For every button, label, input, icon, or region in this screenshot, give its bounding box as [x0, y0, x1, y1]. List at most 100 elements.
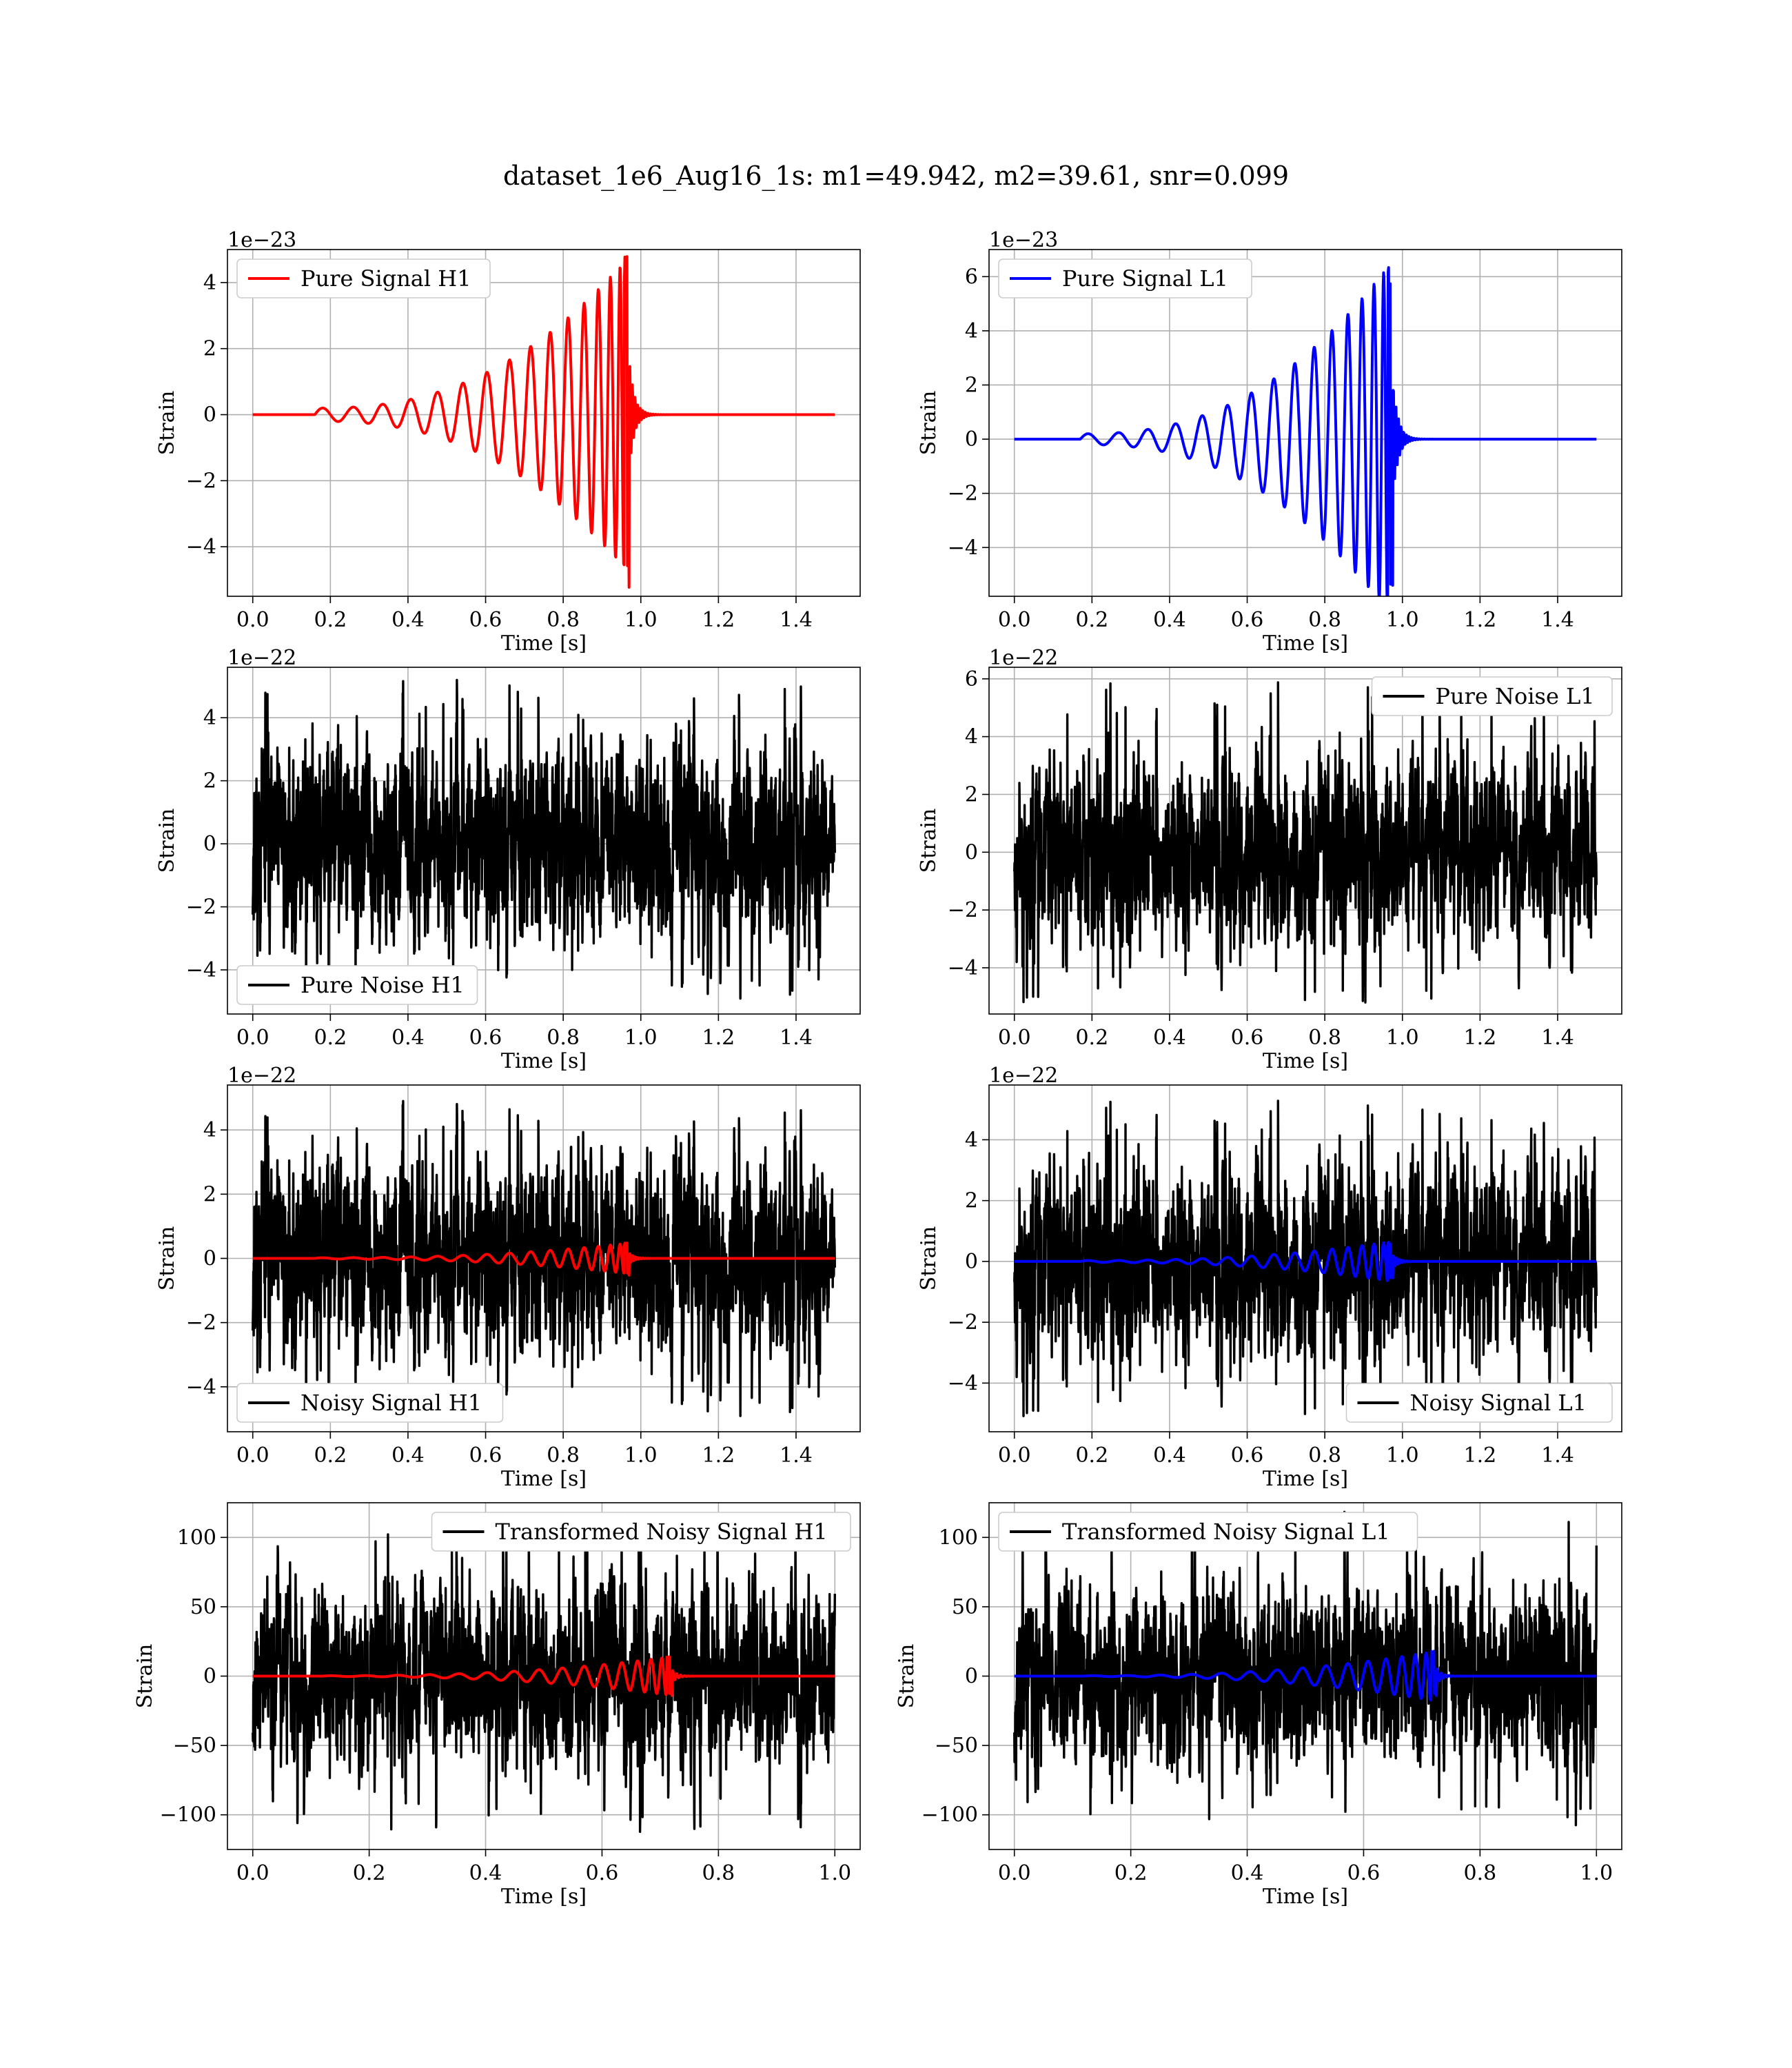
x-tick-label: 0.6 [1231, 1443, 1264, 1468]
y-tick-label: −50 [173, 1734, 216, 1758]
y-tick-label: 6 [965, 667, 978, 691]
subplot-pure-noise-h1: 0.0 0.2 0.4 0.6 0.8 1.0 1.2 1.4 −4 −2 0 2 4 Time [s] S… [155, 646, 861, 1073]
y-axis-label: Strain [133, 1644, 157, 1709]
subplot-grid: 0.0 0.2 0.4 0.6 0.8 1.0 1.2 1.4 −4 −2 0 2 4 Time [s] S… [133, 228, 1622, 1909]
y-axis-label: Strain [917, 391, 941, 456]
x-tick-label: 0.6 [469, 1026, 502, 1050]
x-tick-label: 0.4 [391, 1026, 425, 1050]
legend: Noisy Signal L1 [1345, 1383, 1613, 1423]
y-tick-label: 0 [965, 427, 978, 452]
legend-box [1371, 676, 1613, 716]
legend-label: Transformed Noisy Signal L1 [1062, 1519, 1390, 1545]
x-tick-label: 0.2 [314, 608, 347, 632]
legend: Pure Noise H1 [236, 965, 478, 1005]
y-axis-label: Strain [155, 1226, 179, 1291]
x-tick-label: 1.2 [1464, 608, 1497, 632]
x-tick-label: 1.2 [1464, 1443, 1497, 1468]
legend-box [236, 965, 478, 1005]
x-tick-label: 0.6 [469, 608, 502, 632]
y-tick-label: −100 [160, 1803, 216, 1827]
x-tick-label: 1.4 [1541, 608, 1574, 632]
series-line-transformed-noisy-signal-h1 [252, 1519, 836, 1833]
x-axis-label: Time [s] [501, 1049, 587, 1073]
y-tick-label: 4 [965, 725, 978, 749]
y-tick-label: 2 [203, 769, 216, 793]
y-tick-label: −2 [186, 1311, 216, 1335]
series-group [1013, 1510, 1598, 1827]
y-tick-label: −4 [186, 1375, 216, 1399]
legend-box [998, 258, 1252, 298]
series-group [1013, 1099, 1598, 1418]
subplot-pure-noise-l1: 0.0 0.2 0.4 0.6 0.8 1.0 1.2 1.4 −4 −2 0 2 4 6 Time [s]… [917, 646, 1622, 1073]
x-tick-label: 1.0 [818, 1861, 851, 1885]
x-tick-label: 0.4 [1153, 1443, 1186, 1468]
x-tick-label: 0.0 [236, 1026, 269, 1050]
axes-frame [227, 667, 861, 1015]
x-tick-label: 0.2 [1114, 1861, 1148, 1885]
subplot-transformed-noisy-signal-l1: 0.0 0.2 0.4 0.6 0.8 1.0 −100 −50 0 50 100 Time [s] S… [895, 1502, 1622, 1909]
y-tick-label: −2 [186, 895, 216, 920]
x-tick-label: 0.6 [1231, 1026, 1264, 1050]
axis-offset-text: 1e−22 [227, 1064, 296, 1088]
x-tick-label: 1.0 [1386, 1026, 1419, 1050]
x-axis-label: Time [s] [1263, 1467, 1348, 1491]
legend-box [998, 1512, 1418, 1552]
y-tick-label: 4 [203, 1118, 216, 1142]
x-tick-label: 0.2 [1075, 1026, 1108, 1050]
legend: Transformed Noisy Signal L1 [998, 1512, 1418, 1552]
axis-offset-text: 1e−22 [227, 646, 296, 670]
subplot-transformed-noisy-signal-h1: 0.0 0.2 0.4 0.6 0.8 1.0 −100 −50 0 50 100 Time [s] S… [133, 1502, 861, 1909]
series-group [252, 255, 836, 589]
legend-label: Transformed Noisy Signal H1 [496, 1519, 828, 1545]
y-tick-label: −2 [948, 482, 978, 506]
y-tick-label: 0 [203, 403, 216, 427]
series-line-pure-signal-h1 [252, 255, 836, 589]
legend-label: Pure Noise L1 [1436, 683, 1595, 709]
y-tick-label: 2 [203, 1182, 216, 1206]
x-tick-label: 1.2 [702, 1443, 735, 1468]
gridlines [989, 250, 1622, 596]
series-line-signal-overlay [1013, 1241, 1598, 1282]
x-tick-label: 1.4 [1541, 1026, 1574, 1050]
x-axis-label: Time [s] [501, 631, 587, 656]
x-tick-label: 0.0 [998, 608, 1031, 632]
series-group [252, 1519, 836, 1833]
y-tick-label: −4 [948, 956, 978, 980]
x-tick-label: 1.4 [1541, 1443, 1574, 1468]
y-tick-label: −2 [186, 469, 216, 493]
y-tick-label: 4 [203, 706, 216, 730]
y-tick-label: −4 [186, 958, 216, 982]
y-tick-label: 2 [965, 373, 978, 397]
x-tick-label: 1.0 [1386, 1443, 1419, 1468]
legend: Pure Signal H1 [236, 258, 491, 298]
y-tick-label: 100 [177, 1525, 216, 1550]
y-tick-label: −100 [922, 1803, 978, 1827]
x-tick-label: 0.4 [1231, 1861, 1264, 1885]
x-tick-label: 0.4 [391, 608, 425, 632]
y-tick-label: 0 [203, 1247, 216, 1271]
x-tick-label: 0.4 [1153, 1026, 1186, 1050]
axes-frame [988, 667, 1622, 1015]
legend: Transformed Noisy Signal H1 [431, 1512, 851, 1552]
x-tick-label: 1.0 [1580, 1861, 1613, 1885]
series-line-pure-noise-l1 [1013, 681, 1598, 1004]
series-group [252, 678, 836, 1000]
x-tick-label: 0.0 [236, 1443, 269, 1468]
x-tick-label: 1.0 [624, 608, 658, 632]
y-tick-label: 0 [965, 1250, 978, 1274]
y-axis-label: Strain [895, 1644, 919, 1709]
x-tick-label: 0.2 [1075, 1443, 1108, 1468]
legend-label: Pure Signal L1 [1062, 265, 1228, 292]
y-tick-label: 0 [965, 840, 978, 864]
legend-box [236, 258, 491, 298]
legend-label: Pure Noise H1 [301, 972, 465, 998]
x-tick-label: 0.4 [469, 1861, 502, 1885]
subplot-noisy-signal-h1: 0.0 0.2 0.4 0.6 0.8 1.0 1.2 1.4 −4 −2 0 2 4 Time [s] S… [155, 1064, 861, 1491]
y-tick-label: 50 [952, 1595, 978, 1619]
y-axis-label: Strain [155, 809, 179, 873]
series-line-signal-overlay [252, 1241, 836, 1277]
x-tick-label: 0.8 [547, 608, 580, 632]
x-tick-label: 0.8 [1308, 608, 1341, 632]
legend-box [236, 1383, 504, 1423]
